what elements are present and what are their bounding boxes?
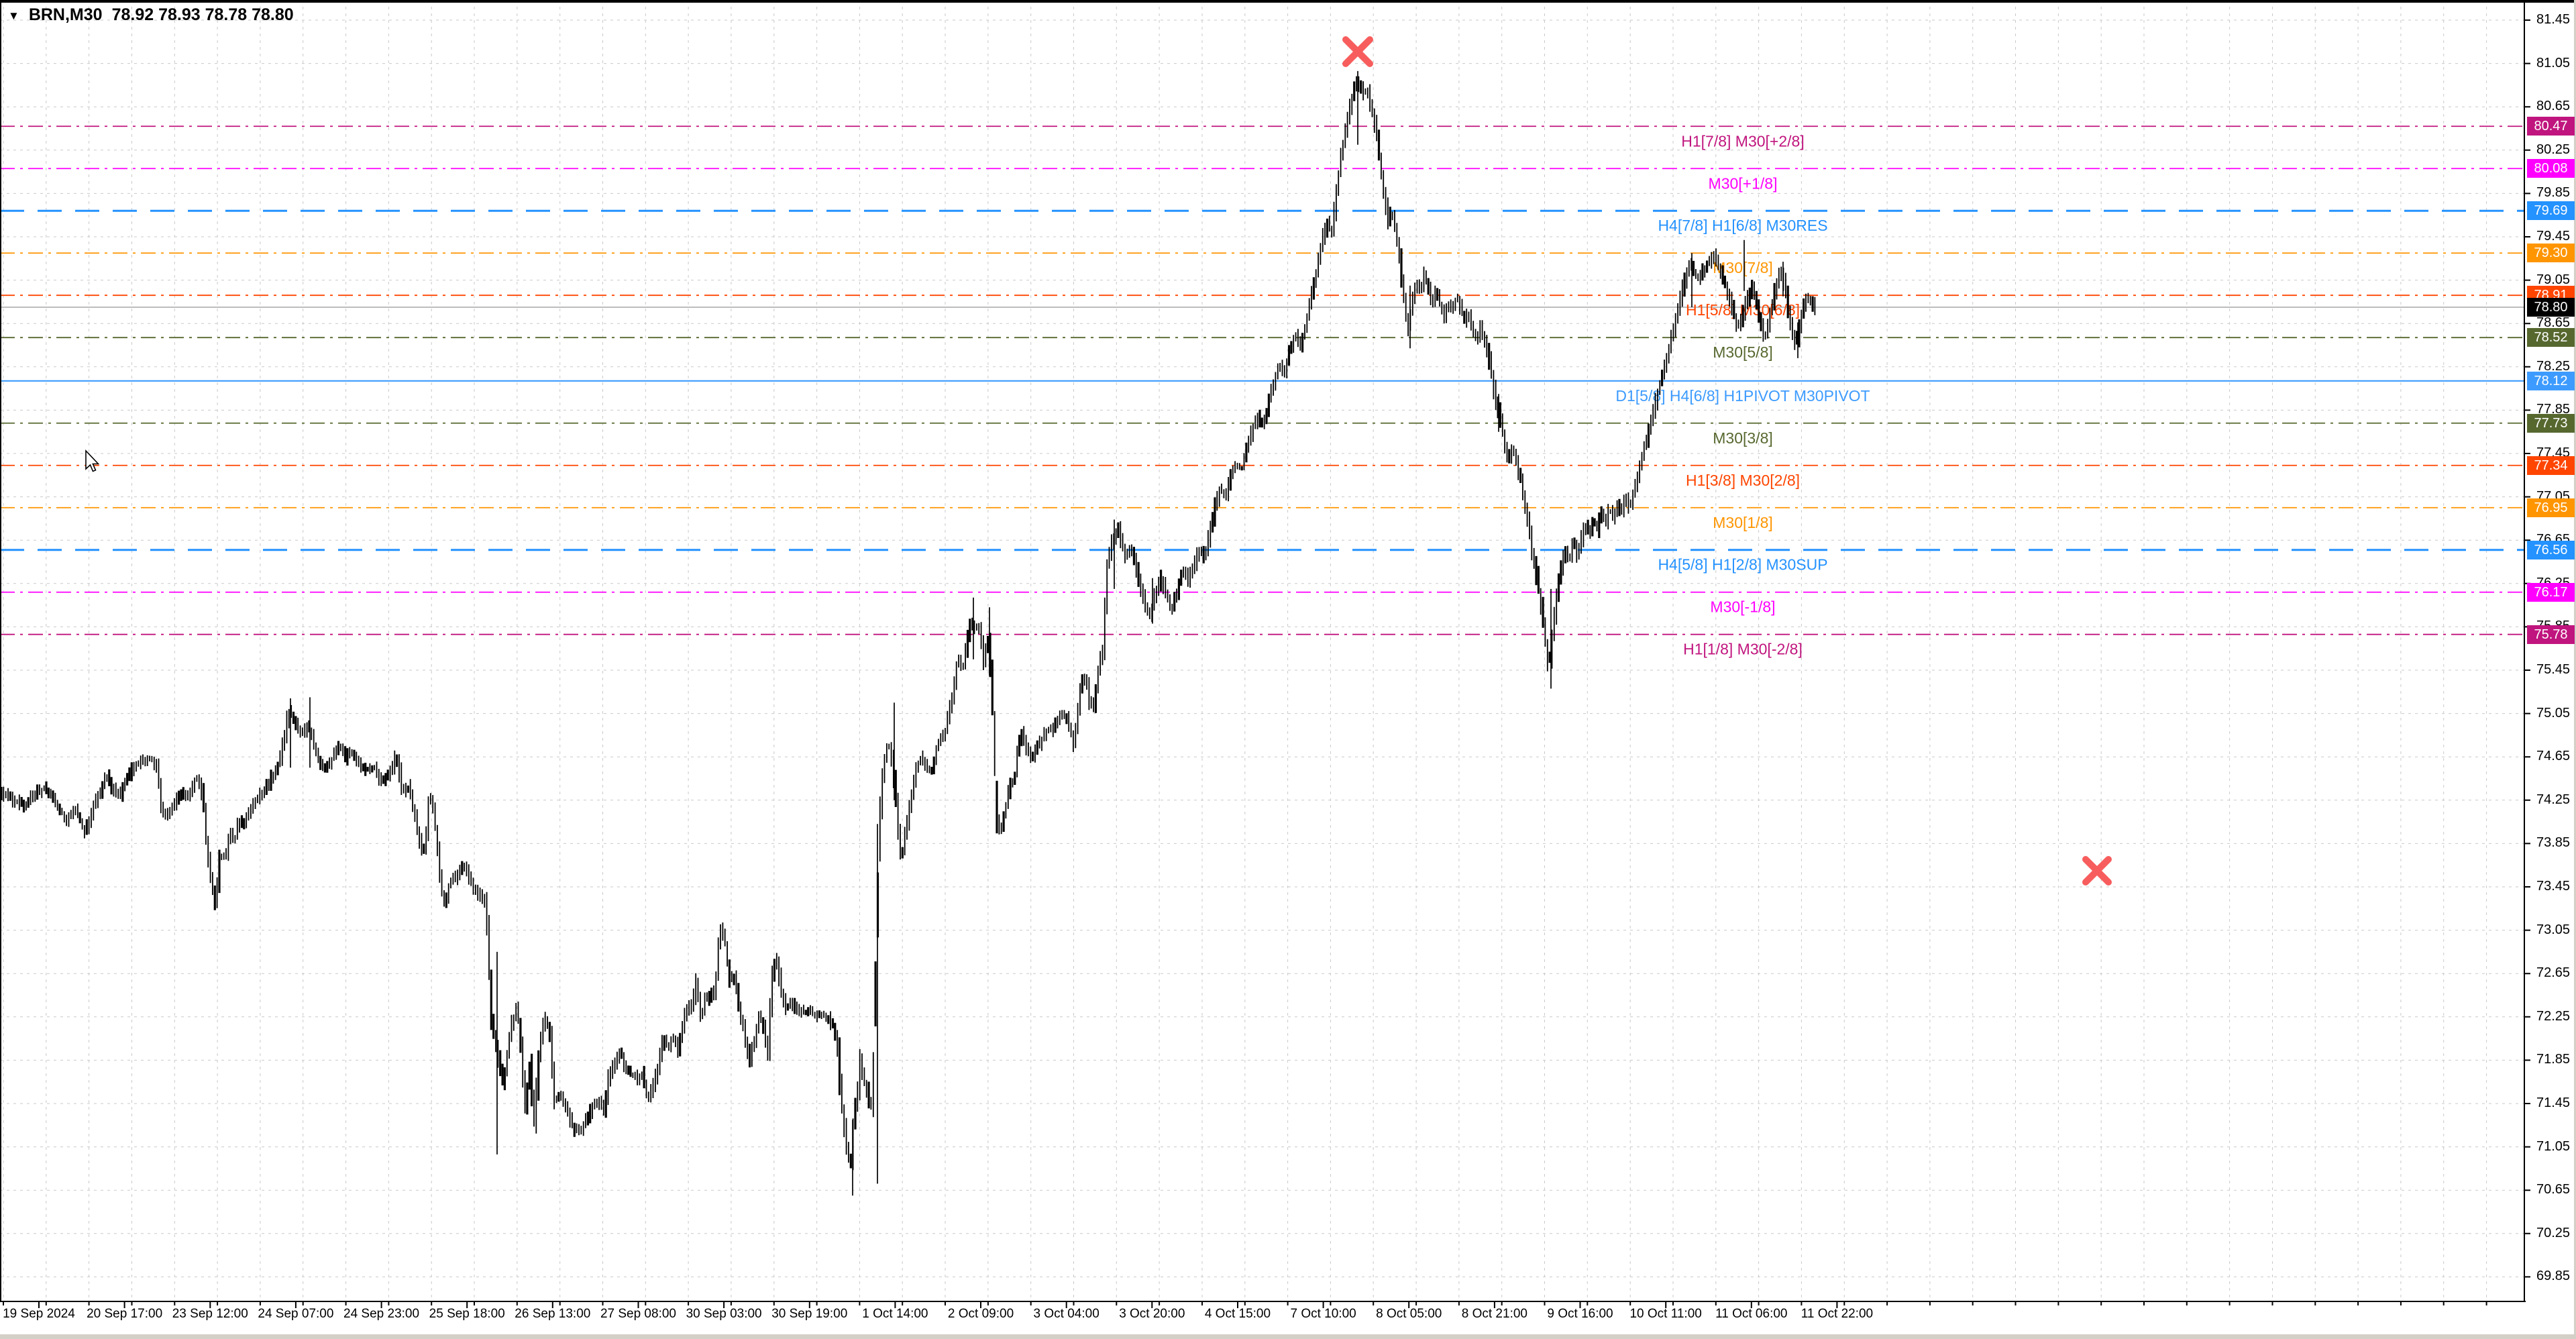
pivot-label-11: M30[-1/8] <box>1710 598 1775 616</box>
pivot-price-badge-7: 77.73 <box>2527 413 2575 433</box>
time-tick-label: 10 Oct 11:00 <box>1629 1307 1702 1321</box>
grid <box>0 0 2524 1301</box>
time-tick-label: 11 Oct 22:00 <box>1801 1307 1874 1321</box>
price-tick-label: 79.85 <box>2536 185 2571 201</box>
price-tick-label: 81.05 <box>2536 55 2571 70</box>
pivot-price-badge-9: 76.95 <box>2527 498 2575 517</box>
pivot-price-badge-11: 76.17 <box>2527 582 2575 602</box>
price-tick-label: 79.05 <box>2536 272 2571 287</box>
price-tick-label: 70.65 <box>2536 1182 2571 1197</box>
mouse-cursor-icon <box>85 449 100 472</box>
time-tick-label: 8 Oct 21:00 <box>1461 1307 1527 1321</box>
time-tick-label: 9 Oct 16:00 <box>1547 1307 1613 1321</box>
time-tick-marks <box>3 1301 2487 1308</box>
pivot-label-10: H4[5/8] H1[2/8] M30SUP <box>1658 556 1827 574</box>
pivot-price-badge-12: 75.78 <box>2527 625 2575 644</box>
time-tick-label: 4 Oct 15:00 <box>1204 1307 1271 1321</box>
window-left-border <box>0 0 1 1301</box>
time-tick-label: 30 Sep 19:00 <box>771 1307 848 1321</box>
time-tick-label: 23 Sep 12:00 <box>172 1307 248 1321</box>
time-tick-label: 19 Sep 2024 <box>3 1307 75 1321</box>
price-tick-label: 72.25 <box>2536 1008 2571 1024</box>
pivot-label-9: M30[1/8] <box>1713 514 1773 531</box>
pivot-label-0: H1[7/8] M30[+2/8] <box>1681 132 1804 150</box>
sell-cross-icon-0[interactable] <box>1342 36 1373 67</box>
time-tick-label: 2 Oct 09:00 <box>947 1307 1014 1321</box>
current-price-badge: 78.80 <box>2527 297 2575 317</box>
time-tick-label: 20 Sep 17:00 <box>87 1307 163 1321</box>
window-right-edge <box>2574 0 2576 1339</box>
window-bottom-edge <box>0 1334 2576 1339</box>
price-tick-label: 77.85 <box>2536 402 2571 417</box>
pivot-price-badge-0: 80.47 <box>2527 117 2575 136</box>
price-tick-label: 75.05 <box>2536 705 2571 720</box>
time-tick-label: 30 Sep 03:00 <box>686 1307 762 1321</box>
long-wicks <box>290 70 1799 1196</box>
pivot-label-6: D1[5/8] H4[6/8] H1PIVOT M30PIVOT <box>1615 387 1870 405</box>
time-tick-label: 3 Oct 20:00 <box>1119 1307 1185 1321</box>
time-tick-label: 8 Oct 05:00 <box>1376 1307 1442 1321</box>
price-tick-label: 80.65 <box>2536 99 2571 114</box>
pivot-price-badge-2: 79.69 <box>2527 201 2575 221</box>
pivot-label-5: M30[5/8] <box>1713 343 1773 361</box>
time-tick-label: 24 Sep 23:00 <box>343 1307 420 1321</box>
price-tick-label: 80.25 <box>2536 142 2571 157</box>
price-tick-label: 78.25 <box>2536 358 2571 374</box>
pivot-price-badge-1: 80.08 <box>2527 159 2575 178</box>
time-tick-label: 26 Sep 13:00 <box>515 1307 591 1321</box>
pivot-label-7: M30[3/8] <box>1713 429 1773 447</box>
pivot-price-badge-10: 76.56 <box>2527 540 2575 559</box>
grid-vertical-lines <box>3 0 2487 1301</box>
price-tick-label: 75.45 <box>2536 662 2571 677</box>
symbol-info: ▼ BRN,M30 78.92 78.93 78.78 78.80 <box>8 5 294 25</box>
time-tick-label: 27 Sep 08:00 <box>600 1307 676 1321</box>
price-tick-label: 72.65 <box>2536 965 2571 981</box>
pivot-price-badge-6: 78.12 <box>2527 371 2575 390</box>
window-top-border <box>0 0 2576 3</box>
price-tick-label: 74.25 <box>2536 792 2571 807</box>
pivot-price-badge-5: 78.52 <box>2527 328 2575 347</box>
price-tick-label: 78.65 <box>2536 315 2571 331</box>
price-tick-label: 73.45 <box>2536 879 2571 894</box>
time-tick-label: 11 Oct 06:00 <box>1715 1307 1788 1321</box>
price-tick-label: 79.45 <box>2536 229 2571 244</box>
price-tick-label: 71.05 <box>2536 1138 2571 1154</box>
time-tick-label: 1 Oct 14:00 <box>862 1307 928 1321</box>
time-tick-label: 24 Sep 07:00 <box>258 1307 334 1321</box>
time-tick-label: 25 Sep 18:00 <box>429 1307 505 1321</box>
pivot-label-12: H1[1/8] M30[-2/8] <box>1683 641 1803 658</box>
price-tick-label: 71.85 <box>2536 1052 2571 1067</box>
price-tick-label: 71.45 <box>2536 1095 2571 1110</box>
grid-horizontal-lines <box>0 19 2524 1277</box>
ohlc-bar-bodies[interactable] <box>0 80 1814 1169</box>
price-tick-label: 69.85 <box>2536 1269 2571 1284</box>
pivot-label-1: M30[+1/8] <box>1709 174 1778 192</box>
symbol-timeframe-label: BRN,M30 <box>28 5 103 24</box>
price-tick-label: 70.25 <box>2536 1225 2571 1240</box>
plot-area[interactable]: H1[7/8] M30[+2/8] M30[+1/8] H4[7/8] H1[6/8… <box>0 0 2524 1301</box>
pivot-price-badge-3: 79.30 <box>2527 244 2575 263</box>
pivot-label-8: H1[3/8] M30[2/8] <box>1686 472 1800 489</box>
price-tick-label: 74.65 <box>2536 749 2571 764</box>
price-tick-label: 81.45 <box>2536 12 2571 27</box>
chevron-down-icon[interactable]: ▼ <box>8 9 19 22</box>
price-tick-label: 73.05 <box>2536 922 2571 937</box>
price-tick-label: 73.85 <box>2536 835 2571 851</box>
time-tick-label: 7 Oct 10:00 <box>1290 1307 1356 1321</box>
sell-cross-icon-1[interactable] <box>2082 856 2112 886</box>
time-tick-label: 3 Oct 04:00 <box>1033 1307 1099 1321</box>
ohlc-quote: 78.92 78.93 78.78 78.80 <box>111 5 294 24</box>
pivot-price-badge-8: 77.34 <box>2527 456 2575 475</box>
pivot-label-2: H4[7/8] H1[6/8] M30RES <box>1658 217 1827 234</box>
